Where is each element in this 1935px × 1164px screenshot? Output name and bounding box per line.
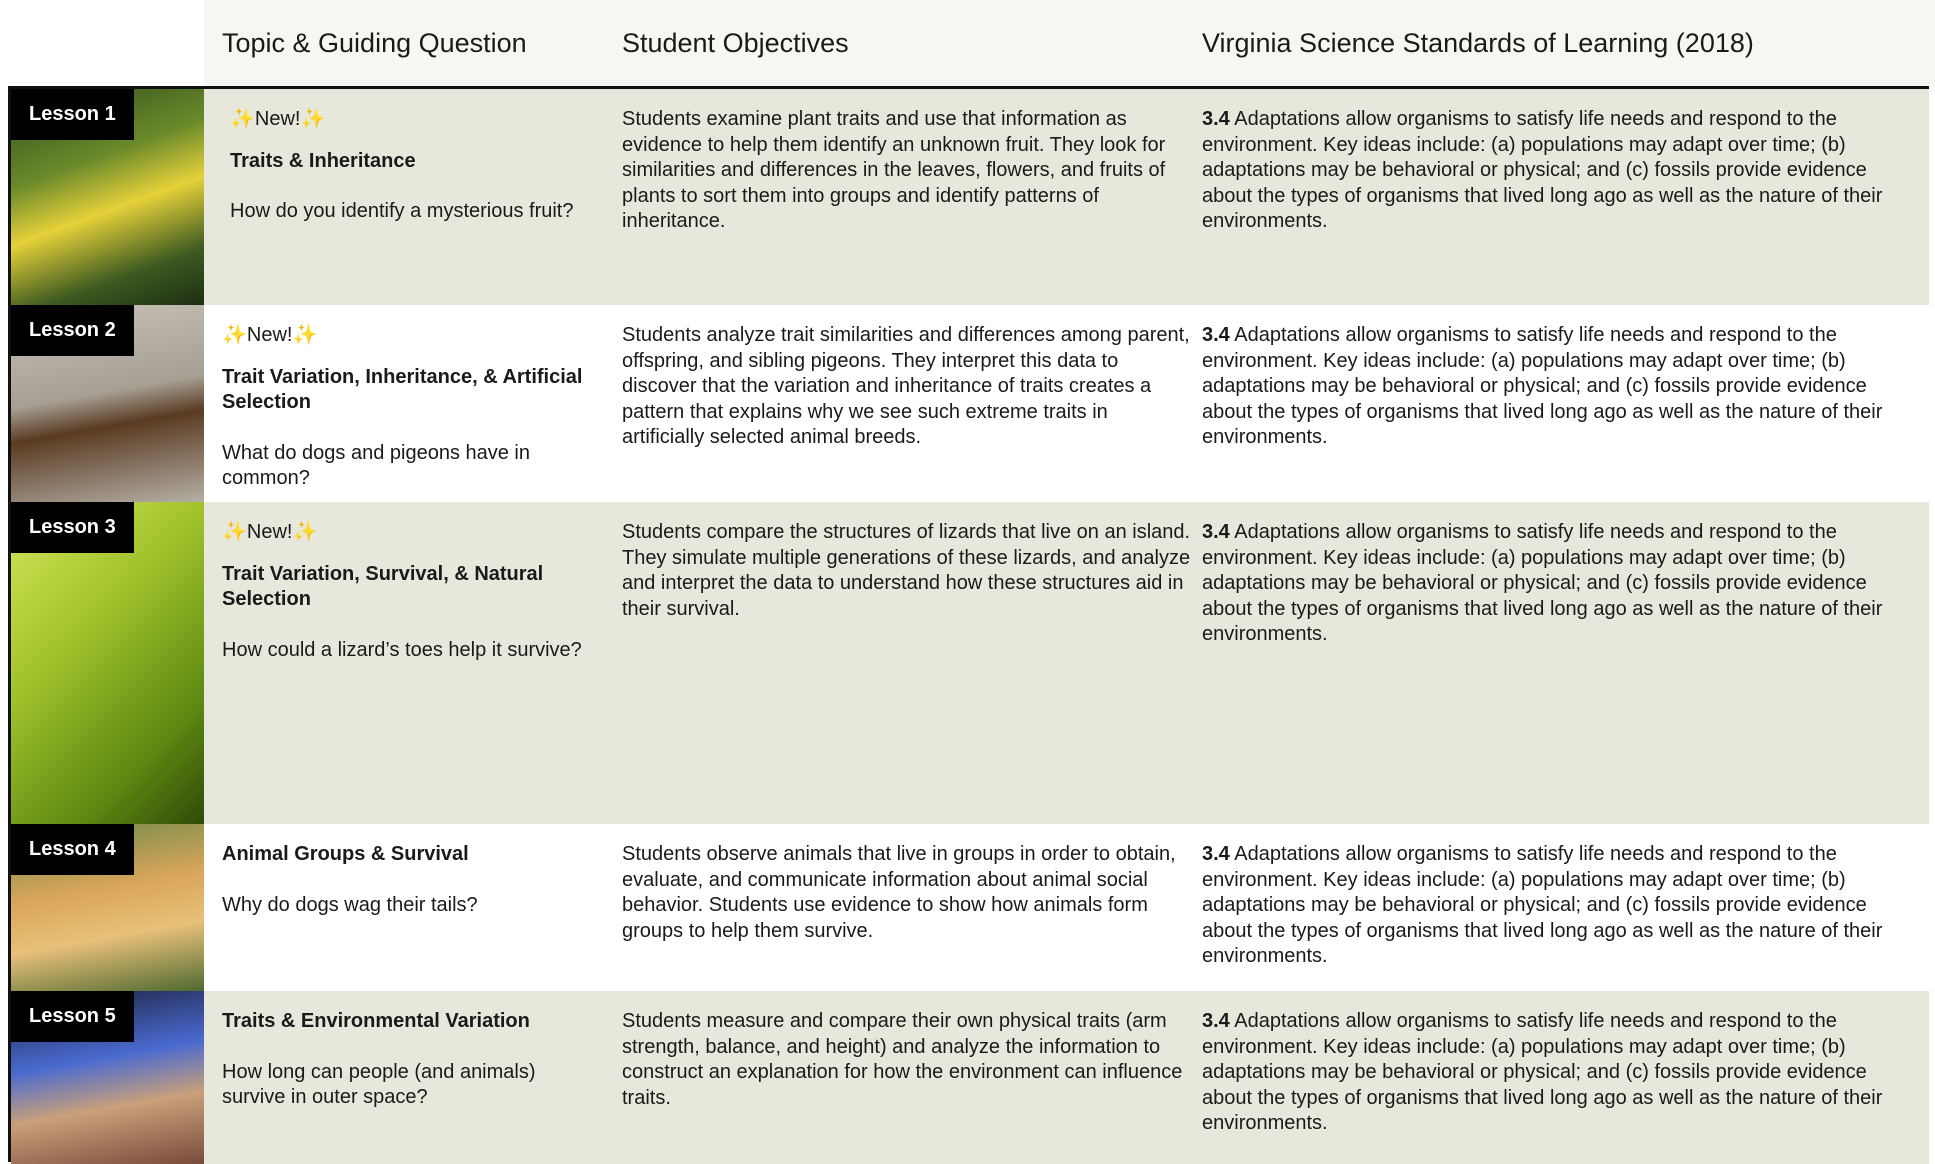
lesson-row: Lesson 4 Animal Groups & Survival Why do d… [11,824,1929,991]
lesson-label: Lesson 2 [11,305,134,356]
column-header: Topic & Guiding Question [222,28,527,58]
guiding-question: Why do dogs wag their tails? [222,893,478,916]
lesson-label: Lesson 5 [11,991,134,1042]
standard-code: 3.4 [1202,1010,1230,1032]
guiding-question: What do dogs and pigeons have in common? [222,441,530,490]
guiding-question: How could a lizard’s toes help it surviv… [222,638,582,661]
standard-text: Adaptations allow organisms to satisfy l… [1202,324,1883,448]
guiding-question: How long can people (and animals) surviv… [222,1060,536,1109]
standard-text: Adaptations allow organisms to satisfy l… [1202,1010,1883,1134]
standard-code: 3.4 [1202,324,1230,346]
lesson-title: Traits & Environmental Variation [222,1010,530,1032]
standard: 3.4 Adaptations allow organisms to satis… [1202,1009,1922,1137]
standard-text: Adaptations allow organisms to satisfy l… [1202,843,1883,967]
new-badge: ✨New!✨ [222,521,318,543]
standard: 3.4 Adaptations allow organisms to satis… [1202,107,1922,235]
standard-code: 3.4 [1202,108,1230,130]
standard-code: 3.4 [1202,521,1230,543]
lesson-title: Trait Variation, Survival, & Natural Sel… [222,562,544,611]
objectives: Students compare the structures of lizar… [622,521,1191,620]
standard: 3.4 Adaptations allow organisms to satis… [1202,842,1922,970]
topic-cell: Traits & Environmental Variation How long… [222,1009,602,1111]
lesson-row: Lesson 3 ✨New!✨ Trait Variation, Survival,… [11,502,1929,824]
new-badge: ✨New!✨ [230,108,326,130]
lesson-title: Animal Groups & Survival [222,843,469,865]
topic-cell: ✨New!✨ Traits & Inheritance How do you ide… [230,107,610,225]
column-header: Virginia Science Standards of Learning (… [1202,28,1754,58]
lesson-label: Lesson 1 [11,89,134,140]
topic-cell: Animal Groups & Survival Why do dogs wag … [222,842,602,918]
guiding-question: How do you identify a mysterious fruit? [230,200,574,222]
lesson-title: Trait Variation, Inheritance, & Artifici… [222,365,583,414]
standard: 3.4 Adaptations allow organisms to satis… [1202,520,1922,648]
topic-cell: ✨New!✨ Trait Variation, Survival, & Natur… [222,520,602,663]
objectives: Students analyze trait similarities and … [622,324,1190,448]
lesson-image [11,502,204,824]
new-badge: ✨New!✨ [222,324,318,346]
header: Topic & Guiding Question Student Objecti… [204,0,1935,86]
topic-cell: ✨New!✨ Trait Variation, Inheritance, & Ar… [222,323,602,492]
objectives: Students observe animals that live in gr… [622,843,1176,942]
lesson-row: Lesson 2 ✨New!✨ Trait Variation, Inheritan… [11,305,1929,502]
lesson-label: Lesson 4 [11,824,134,875]
standard-code: 3.4 [1202,843,1230,865]
lesson-label: Lesson 3 [11,502,134,553]
standard-text: Adaptations allow organisms to satisfy l… [1202,108,1883,232]
standard: 3.4 Adaptations allow organisms to satis… [1202,323,1922,451]
lesson-table: Lesson 1 ✨New!✨ Traits & Inheritance How do… [8,86,1929,1164]
standard-text: Adaptations allow organisms to satisfy l… [1202,521,1883,645]
objectives: Students examine plant traits and use th… [622,108,1166,232]
lesson-row: Lesson 5 Traits & Environmental Variation… [11,991,1929,1164]
column-header: Student Objectives [622,28,849,58]
objectives: Students measure and compare their own p… [622,1010,1183,1109]
lesson-title: Traits & Inheritance [230,149,416,172]
lesson-row: Lesson 1 ✨New!✨ Traits & Inheritance How do… [11,89,1929,305]
